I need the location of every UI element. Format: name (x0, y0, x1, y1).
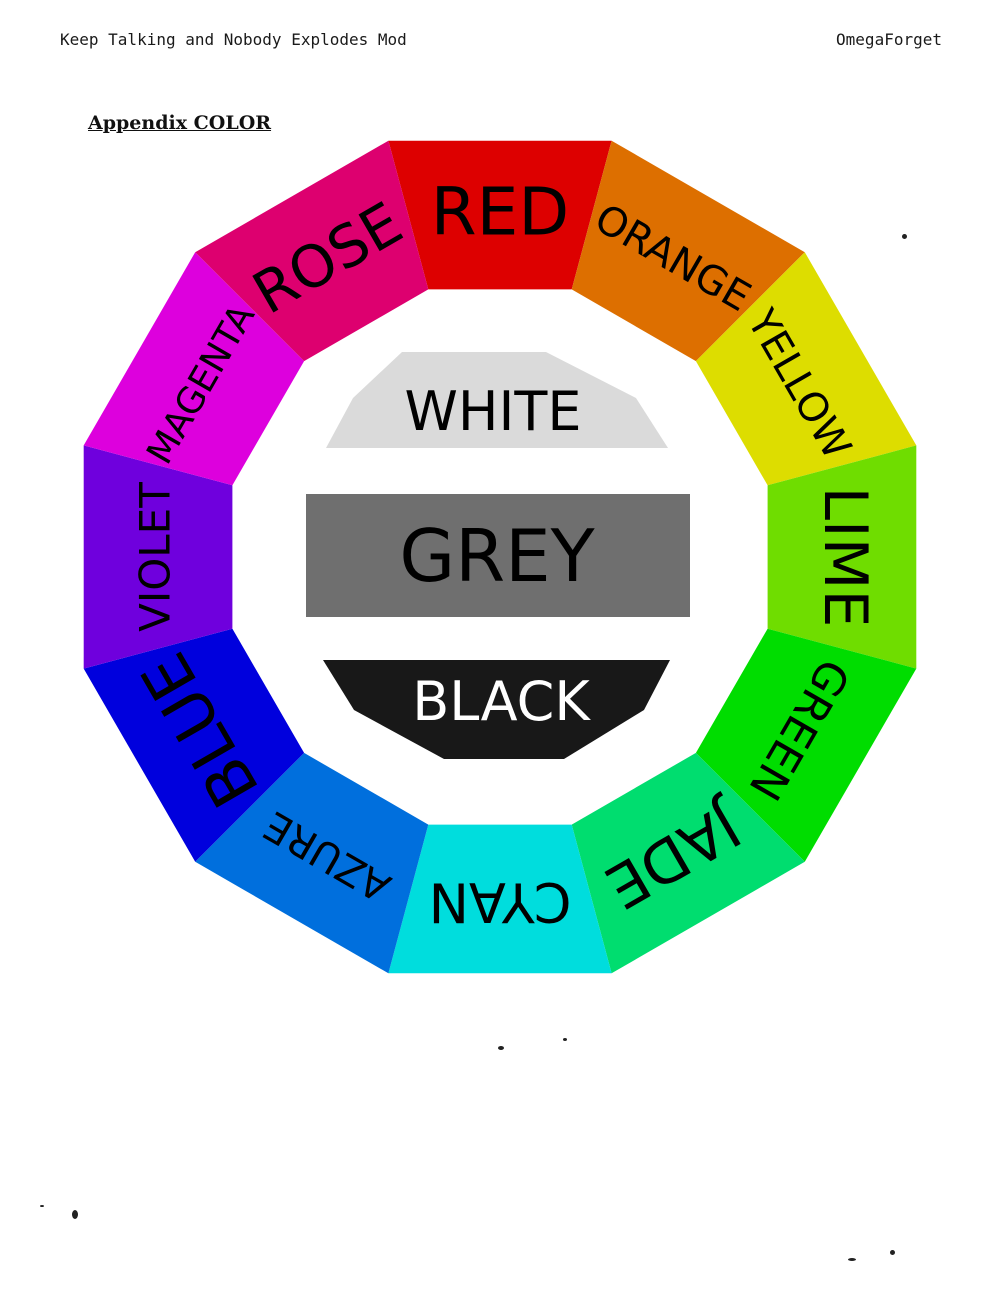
white-swatch (326, 352, 668, 448)
segment-rose (195, 140, 429, 362)
appendix-title: Appendix COLOR (88, 112, 272, 134)
header-author: OmegaForget (836, 30, 942, 49)
print-speck (498, 1046, 504, 1050)
wheel-segments: RED ORANGEYELLOWLIMEGREENJADECYANAZUREBLU… (83, 140, 917, 974)
print-speck (40, 1205, 44, 1207)
grey-swatch (306, 494, 690, 617)
print-speck (72, 1210, 78, 1219)
segment-yellow (695, 252, 917, 486)
center-swatches: WHITE GREY BLACK (306, 352, 690, 759)
segment-lime (767, 445, 917, 669)
header-mod-title: Keep Talking and Nobody Explodes Mod (60, 30, 407, 49)
black-label: BLACK (412, 670, 591, 733)
segment-cyan (388, 824, 612, 974)
segment-blue (83, 628, 305, 862)
white-label: WHITE (404, 380, 581, 443)
segment-label-cyan: CYAN (429, 871, 572, 934)
segment-label-violet: VIOLET (131, 482, 180, 632)
print-speck (902, 234, 907, 239)
segment-label-lime: LIME (810, 487, 880, 628)
segment-azure (195, 752, 429, 974)
print-speck (563, 1038, 567, 1041)
segment-magenta (83, 252, 305, 486)
black-swatch (323, 660, 670, 759)
print-speck (848, 1258, 856, 1261)
segment-red (388, 140, 612, 290)
segment-green (695, 628, 917, 862)
grey-label: GREY (399, 514, 595, 598)
segment-jade (571, 752, 805, 974)
print-speck (890, 1250, 895, 1255)
segment-label-red: RED (431, 174, 569, 251)
segment-orange (571, 140, 805, 362)
segment-violet (83, 445, 233, 669)
